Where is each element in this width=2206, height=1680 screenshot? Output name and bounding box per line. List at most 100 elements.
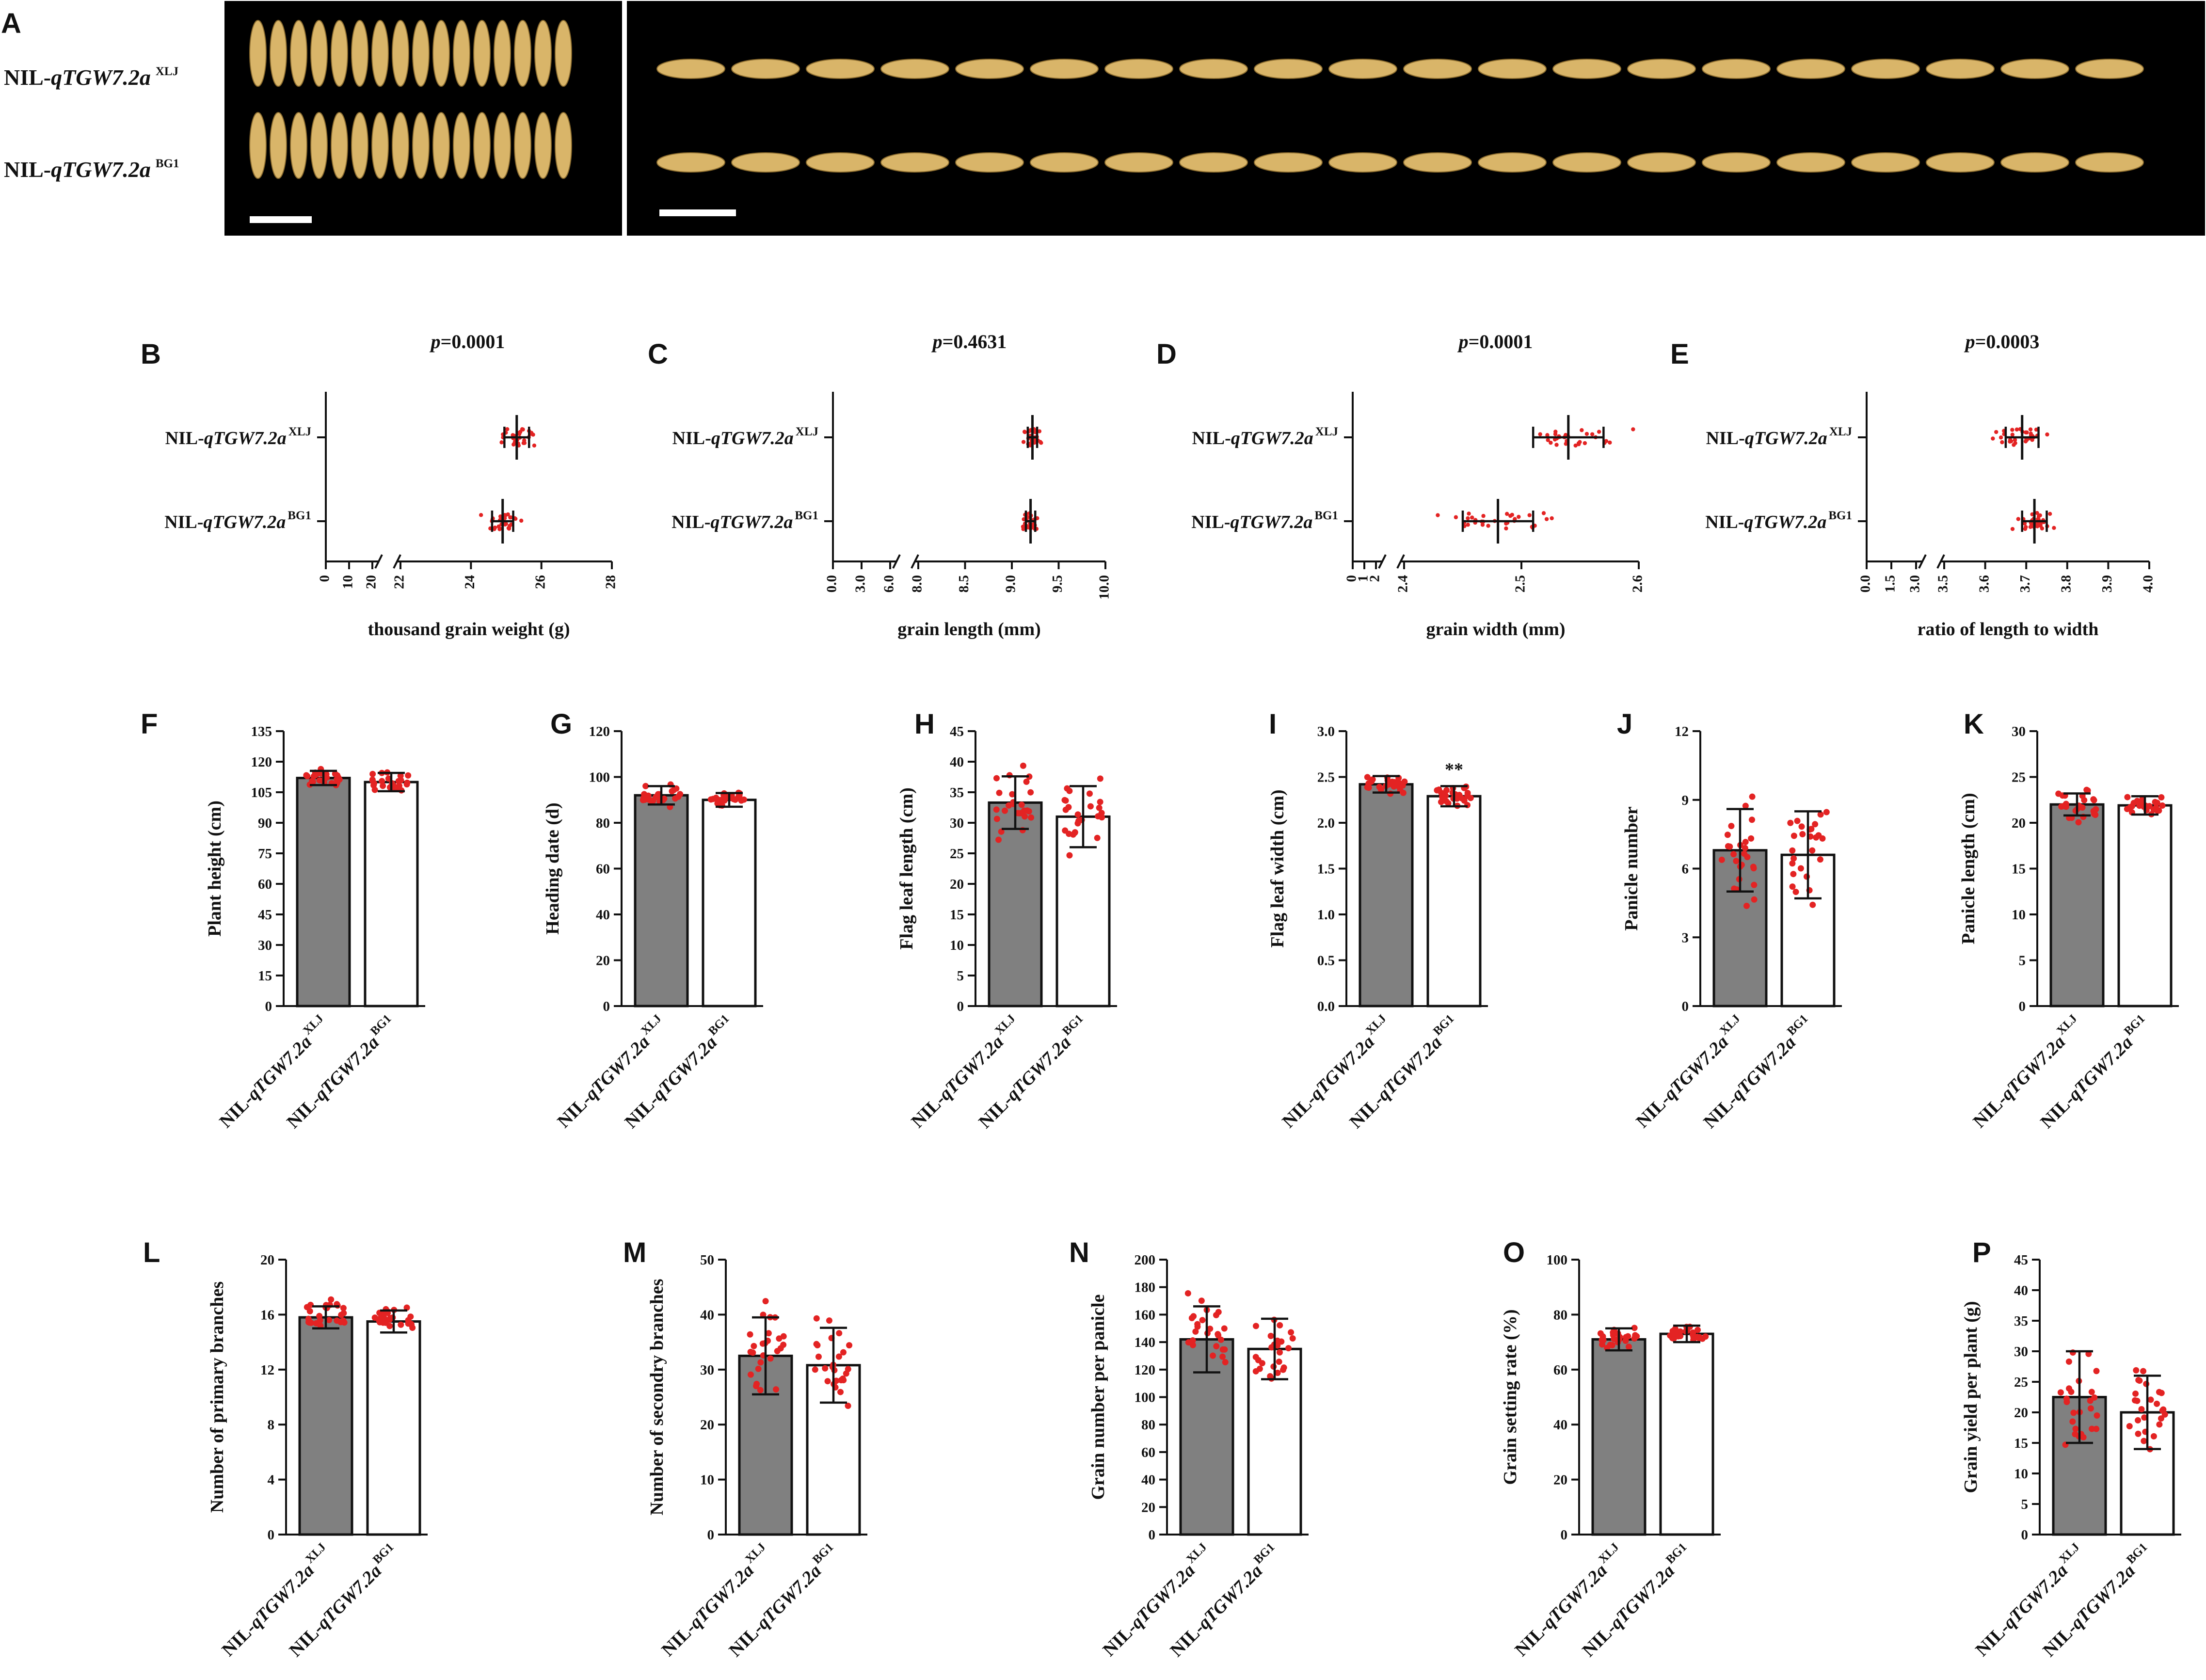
data-point [650,797,656,804]
category-superscript: XLJ [1363,1012,1389,1037]
panel-label: F [141,708,158,740]
data-point [1436,786,1442,793]
data-point [1742,839,1749,846]
seed-width-row0 [534,20,552,87]
data-point [993,806,1000,813]
data-point [519,518,524,523]
bar [1659,1332,1714,1536]
seed-length-row1 [1328,152,1397,173]
data-point [757,1387,764,1393]
seed-width-row0 [331,20,348,87]
panel-label: M [623,1237,646,1268]
x-tick-label: 3.6 [1976,575,1992,592]
data-point [1994,430,1998,434]
seed-length-row1 [1403,152,1472,173]
data-point [1222,1359,1229,1366]
data-point [843,1370,849,1377]
category-gene: qTGW7.2a [1373,1032,1446,1105]
data-point [1062,827,1069,834]
seed-width-row1 [290,112,307,179]
seed-length-row1 [731,152,800,173]
category-gene: qTGW7.2a [1002,1032,1075,1105]
data-point [1609,1342,1615,1348]
data-point [1672,1326,1678,1332]
x-tick-label: 20 [364,575,379,589]
category-gene: qTGW7.2a [310,1032,383,1105]
seeds-length-view [656,59,2144,173]
y-axis-title: Flag leaf length (cm) [896,787,917,950]
data-point [1062,797,1069,804]
data-point [398,777,404,784]
category-prefix: NIL- [671,512,710,532]
data-point [1021,807,1028,814]
data-point [2057,1389,2064,1396]
panel-p-grain-yield: P 0 5 10 15 20 25 30 35 40 45 Grain yield per plant… [1961,1237,2181,1661]
data-point [780,1333,787,1340]
data-point [1552,437,1557,442]
data-point [386,1323,393,1329]
x-tick-label: 3.7 [2017,575,2033,592]
significance-mark: ** [1445,759,1463,780]
data-point [309,778,316,784]
data-point [1199,1317,1206,1324]
seed-width-row0 [392,20,409,87]
data-point [403,781,410,788]
data-point [1600,1337,1607,1344]
data-point [2068,1389,2075,1395]
category-prefix: NIL- [1191,512,1230,532]
category-gene: qTGW7.2a [1230,512,1312,532]
data-point [995,836,1002,843]
category-superscript: XLJ [301,1012,326,1037]
axis-break-mark [1918,554,1927,569]
y-tick-label: 45 [258,907,272,923]
seed-width-row1 [392,112,409,179]
category-superscript: BG1 [1314,509,1338,522]
y-axis-title: Grain number per panicle [1088,1294,1108,1500]
data-point [326,1317,333,1324]
data-point [370,782,377,789]
seed-length-row1 [1702,152,1771,173]
category-prefix: NIL- [1706,428,1745,448]
data-point [1583,441,1587,446]
data-point [1808,826,1815,832]
data-point [1517,514,1521,519]
x-tick-label: 9.0 [1003,575,1019,592]
seed-width-row0 [351,20,368,87]
data-point [1192,1328,1199,1335]
data-point [1702,1333,1709,1340]
y-tick-label: 25 [2014,1375,2028,1390]
category-superscript: BG1 [795,509,818,522]
category-gene: qTGW7.2a [203,512,286,532]
x-tick-label: 9.5 [1050,575,1065,592]
y-axis-title: Grain yield per plant (g) [1961,1301,1981,1493]
data-point [340,1317,347,1324]
category-prefix: NIL- [164,512,203,532]
data-point [1610,1329,1616,1336]
category-gene: qTGW7.2a [711,428,794,448]
category-superscript: BG1 [1251,1540,1277,1566]
category-label: NIL-qTGW7.2aBG1 [1697,1012,1818,1132]
data-point [773,1386,780,1393]
data-point [757,1359,764,1366]
y-tick-label: 60 [258,877,272,892]
data-point [1480,523,1485,527]
category-superscript: BG1 [368,1012,394,1038]
data-point [2061,802,2067,809]
data-point [1364,774,1371,781]
data-point [1584,432,1589,436]
category-gene: qTGW7.2a [313,1561,385,1633]
data-point [1797,865,1804,872]
category-superscript: BG1 [1663,1540,1689,1566]
data-point [369,770,376,777]
panel-o-grain-setting-rate: O 0 20 40 60 80 100 Grain setting rate (%) NIL-q… [1500,1237,1721,1661]
seed-length-row0 [1926,59,1995,79]
data-point [1276,1359,1282,1365]
y-tick-label: 100 [589,770,610,785]
y-tick-label: 40 [596,907,610,923]
x-tick-label: 24 [462,575,478,589]
seed-length-row1 [1926,152,1995,173]
y-tick-label: 15 [2012,862,2026,877]
category-label: NIL-qTGW7.2aBG1 [2034,1012,2155,1132]
y-tick-label: 0 [2019,999,2026,1014]
